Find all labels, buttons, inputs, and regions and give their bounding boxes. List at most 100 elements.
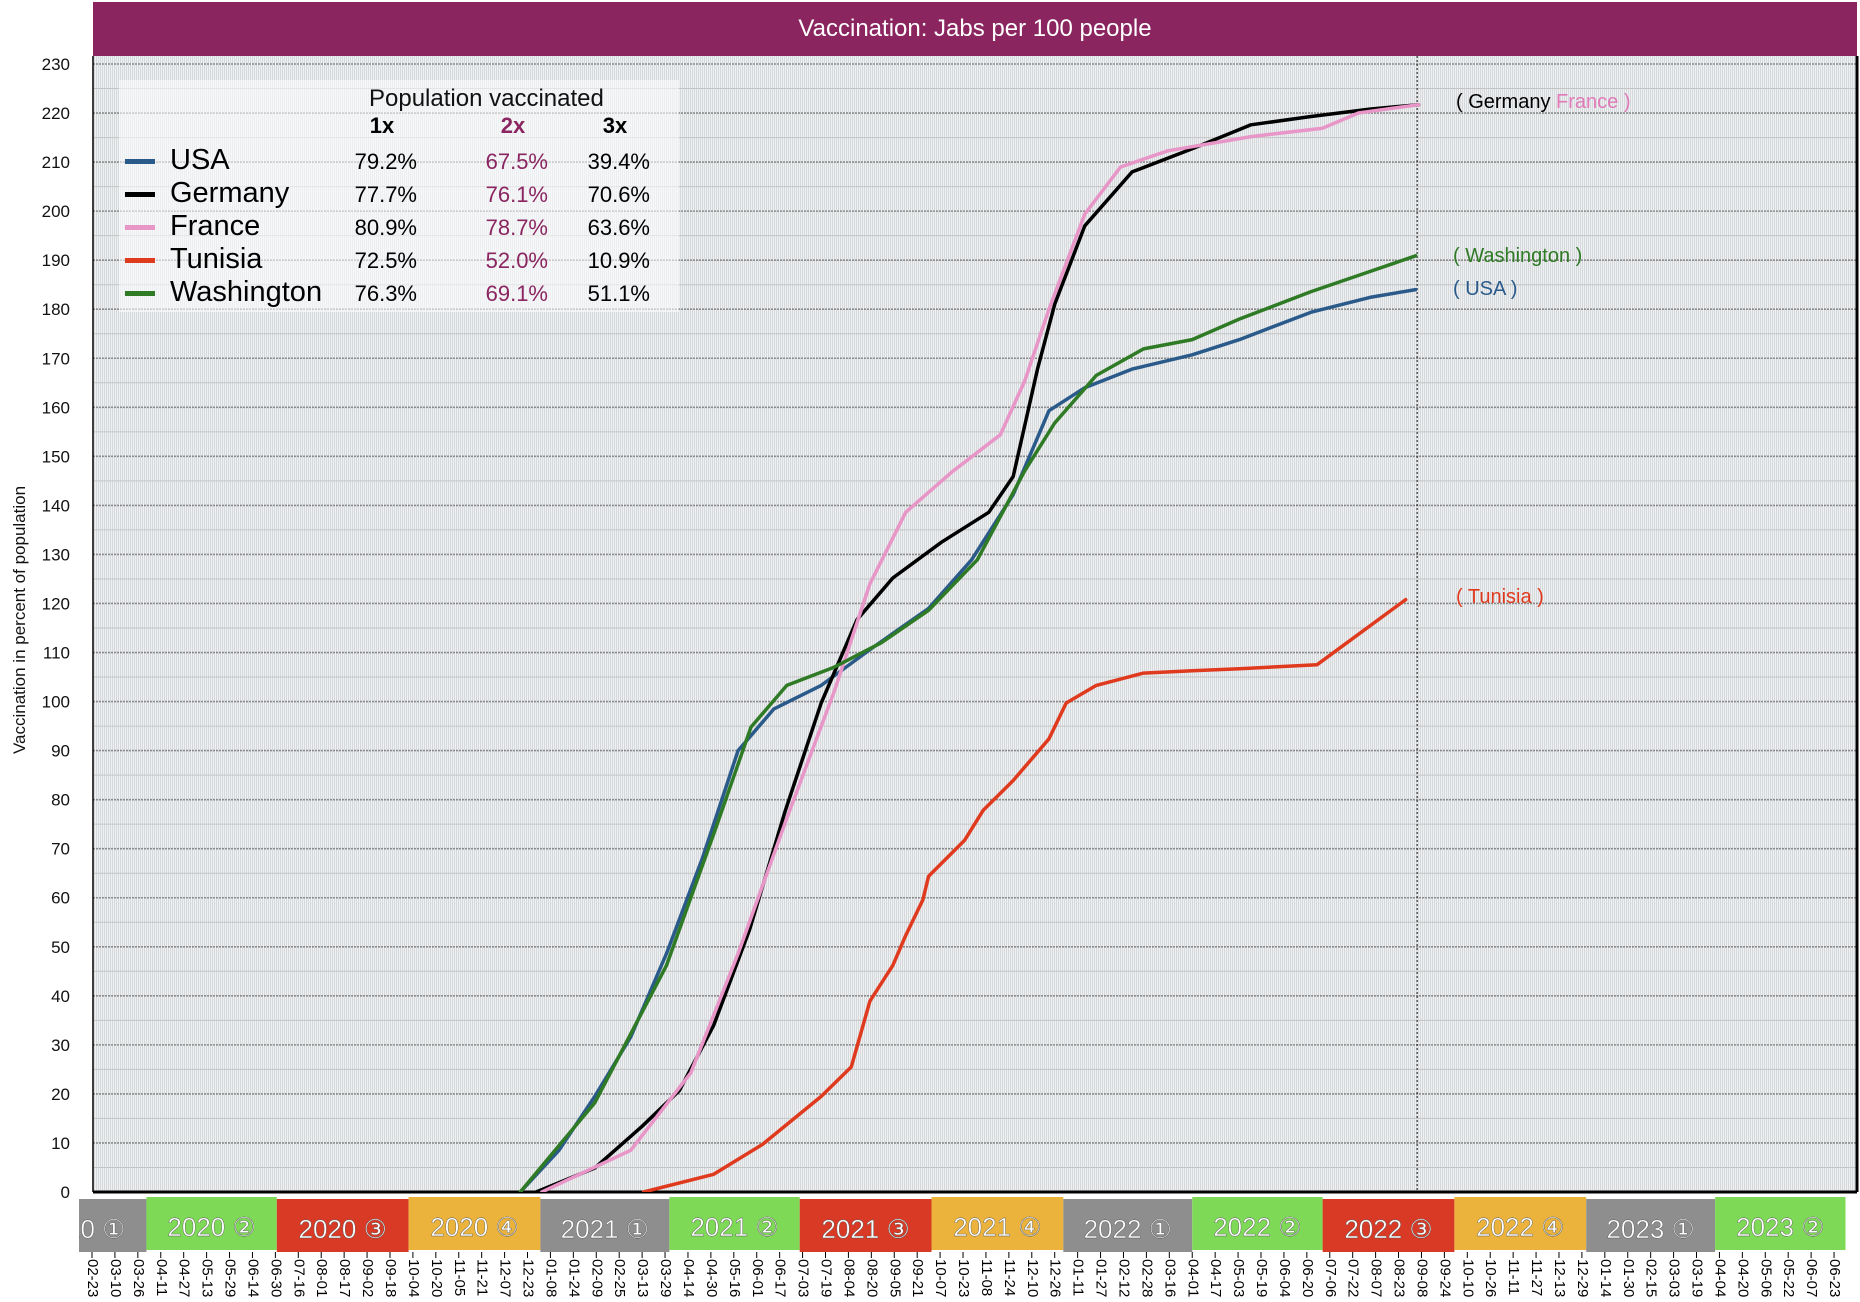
x-tick-label: 01-11 [1070, 1259, 1087, 1296]
x-tick-label: 05-13 [199, 1259, 216, 1297]
quarter-bands: 2020 ① 2020 ② 2020 ③ 2020 ④ 2021 ① 2021 ② 2021… [79, 1197, 1846, 1252]
y-tick-label: 40 [51, 987, 70, 1006]
x-tick-label: 05-29 [222, 1259, 239, 1297]
y-tick-label: 60 [51, 889, 70, 908]
x-tick-label: 02-28 [1138, 1259, 1155, 1297]
legend-row-usa: USA 79.2% 67.5% 39.4% [119, 144, 679, 177]
y-tick-label: 110 [43, 644, 70, 663]
legend-name: France [170, 210, 261, 242]
x-tick-label: 06-30 [267, 1259, 284, 1297]
legend-value-2x: 78.7% [485, 215, 548, 240]
x-tick-label: 02-15 [1643, 1259, 1660, 1297]
quarter-band [1322, 1199, 1455, 1252]
quarter-band [1586, 1199, 1716, 1252]
legend-swatch-tunisia [125, 258, 155, 263]
quarter-band [276, 1199, 409, 1252]
quarter-band-label: 2021 ③ [821, 1214, 909, 1244]
x-tick-label: 04-20 [1734, 1259, 1751, 1297]
x-tick-label: 03-10 [107, 1259, 124, 1297]
quarter-band-label: 2022 ② [1213, 1212, 1301, 1242]
x-tick-label: 04-01 [1184, 1259, 1201, 1297]
quarter-band-label: 2022 ① [1084, 1214, 1172, 1244]
legend-value-1x: 79.2% [354, 149, 417, 174]
quarter-band-label: 2020 ② [167, 1212, 255, 1242]
x-tick-label: 04-04 [1711, 1259, 1728, 1297]
chart-title: Vaccination: Jabs per 100 people [93, 2, 1857, 56]
x-tick-label: 12-13 [1551, 1259, 1568, 1297]
x-tick-label: 03-13 [634, 1259, 651, 1297]
x-tick-label: 02-25 [611, 1259, 628, 1297]
quarter-band [1063, 1199, 1193, 1252]
end-label-france: France ) [1556, 91, 1631, 113]
y-tick-label: 10 [51, 1134, 70, 1153]
end-label-usa: ( USA ) [1453, 278, 1518, 300]
y-tick-label: 160 [42, 398, 70, 417]
legend-value-3x: 51.1% [587, 281, 650, 306]
legend-value-3x: 39.4% [587, 149, 650, 174]
quarter-band [931, 1197, 1064, 1250]
x-tick-label: 07-16 [290, 1259, 307, 1297]
x-tick-label: 10-23 [955, 1259, 972, 1297]
x-tick-label: 07-19 [818, 1259, 835, 1297]
x-tick-label: 04-14 [680, 1259, 697, 1297]
x-tick-label: 09-21 [909, 1259, 926, 1297]
quarter-band [408, 1197, 541, 1250]
legend-swatch-france [125, 225, 155, 230]
y-tick-label: 50 [51, 938, 70, 957]
legend-value-3x: 10.9% [587, 248, 650, 273]
y-tick-label: 190 [42, 251, 70, 270]
x-tick-label: 06-01 [749, 1259, 766, 1297]
legend-value-1x: 77.7% [354, 182, 417, 207]
end-label-washington: ( Washington ) [1453, 245, 1583, 267]
x-tick-label: 09-18 [382, 1259, 399, 1297]
x-tick-label: 07-03 [795, 1259, 812, 1297]
end-label-germany: ( Germany [1456, 91, 1551, 113]
quarter-band [79, 1199, 147, 1252]
series-group [518, 102, 1421, 1192]
legend-row-tunisia: Tunisia 72.5% 52.0% 10.9% [119, 243, 679, 276]
x-tick-label: 09-02 [359, 1259, 376, 1297]
x-tick-label: 04-30 [703, 1259, 720, 1297]
series-line-tunisia [641, 597, 1408, 1192]
legend-value-2x: 76.1% [485, 182, 548, 207]
legend-table: Population vaccinated 1x 2x 3x USA 79.2%… [119, 80, 679, 312]
x-tick-label: 03-29 [657, 1259, 674, 1297]
x-tick-label: 12-26 [1047, 1259, 1064, 1297]
x-tick-label: 08-17 [336, 1259, 353, 1297]
x-tick-label: 10-07 [932, 1259, 949, 1297]
x-tick-label: 08-07 [1368, 1259, 1385, 1297]
legend-header-3x: 3x [602, 113, 628, 138]
x-tick-label: 05-06 [1757, 1259, 1774, 1297]
series-line-france [540, 102, 1421, 1192]
legend-name: Washington [170, 276, 323, 308]
legend-value-2x: 69.1% [485, 281, 548, 306]
legend-swatch-washington [125, 291, 155, 296]
y-tick-label: 210 [42, 153, 70, 172]
x-tick-label: 11-21 [474, 1259, 491, 1296]
y-tick-label: 80 [51, 791, 70, 810]
y-tick-label: 220 [42, 104, 70, 123]
y-tick-label: 120 [42, 594, 70, 613]
x-tick-label: 03-16 [1161, 1259, 1178, 1297]
x-tick-label: 01-14 [1597, 1259, 1614, 1297]
y-tick-label: 230 [42, 55, 70, 74]
legend-swatch-germany [125, 192, 155, 197]
x-tick-label: 09-24 [1436, 1259, 1453, 1297]
y-axis-title: Vaccination in percent of population [10, 485, 29, 755]
x-tick-label: 11-24 [1001, 1259, 1018, 1296]
quarter-band [1454, 1197, 1587, 1250]
legend-value-3x: 63.6% [587, 215, 650, 240]
y-tick-label: 30 [51, 1036, 70, 1055]
x-tick-label: 02-09 [588, 1259, 605, 1297]
x-tick-label: 03-26 [130, 1259, 147, 1297]
x-tick-label: 01-30 [1620, 1259, 1637, 1297]
x-tick-label: 06-07 [1803, 1259, 1820, 1297]
quarter-band [799, 1199, 932, 1252]
x-tick-label: 09-08 [1413, 1259, 1430, 1297]
legend-header-2x: 2x [500, 113, 526, 138]
x-tick-label: 04-11 [153, 1259, 170, 1296]
x-tick-label: 08-20 [863, 1259, 880, 1297]
x-tick-label: 10-10 [1459, 1259, 1476, 1297]
x-tick-label: 12-29 [1574, 1259, 1591, 1297]
